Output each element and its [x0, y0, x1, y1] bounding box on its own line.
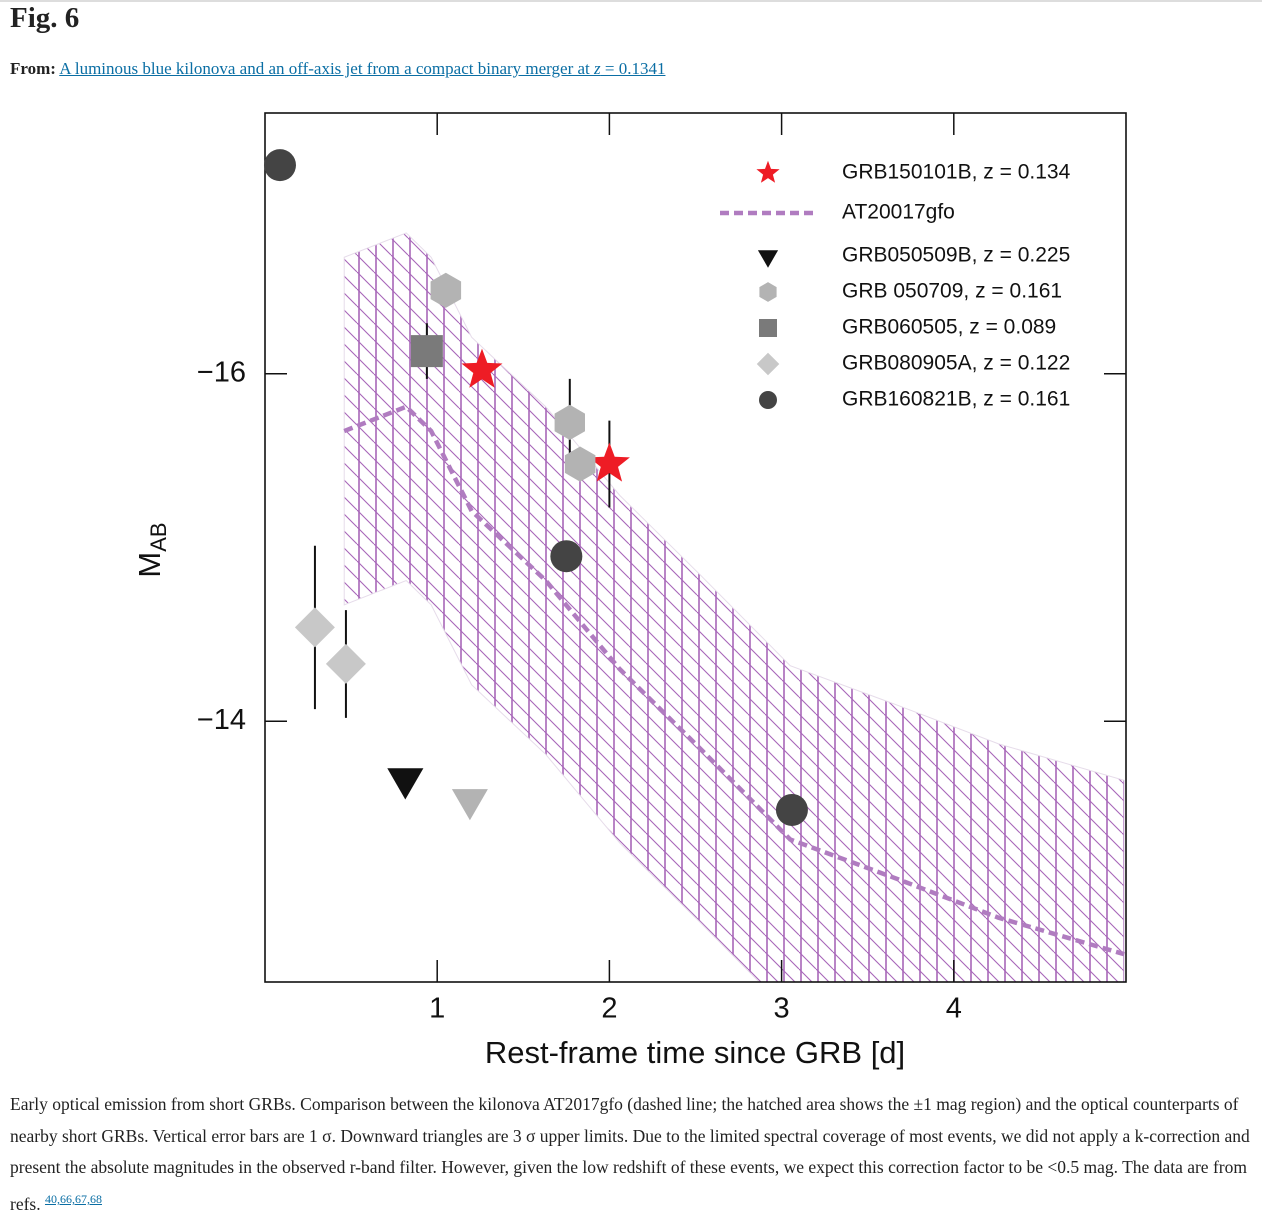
caption-text: Early optical emission from short GRBs. … — [10, 1094, 1250, 1214]
figure-title: Fig. 6 — [10, 2, 80, 34]
caption: Early optical emission from short GRBs. … — [10, 1089, 1258, 1220]
legend-marker — [759, 391, 777, 409]
legend-marker — [757, 250, 779, 268]
reference-links[interactable]: 40,66,67,68 — [44, 1191, 102, 1206]
plot-area — [343, 232, 1125, 982]
y-axis-label: MAB — [132, 522, 171, 577]
legend-label: GRB060505, z = 0.089 — [842, 316, 1056, 339]
divider — [0, 0, 1262, 2]
model-line — [343, 404, 1125, 957]
marker — [387, 768, 424, 800]
marker — [451, 789, 488, 821]
marker — [554, 404, 585, 440]
uncertainty-band — [343, 232, 1125, 982]
x-tick-label: 1 — [429, 993, 445, 1025]
legend-marker — [759, 319, 777, 337]
link-text: z — [594, 59, 601, 78]
legend-marker — [756, 352, 780, 376]
x-tick-label: 3 — [774, 993, 790, 1025]
link-text: A luminous blue kilonova and an off-axis… — [59, 59, 594, 78]
marker — [564, 446, 596, 482]
legend-label: GRB080905A, z = 0.122 — [842, 352, 1070, 375]
marker — [588, 442, 630, 482]
legend-label: GRB160821B, z = 0.161 — [842, 388, 1070, 411]
x-tick-label: 4 — [946, 993, 962, 1025]
chart: Rest-frame time since GRB [d] MAB 1 2 3 4 −1… — [132, 112, 1127, 1070]
marker — [325, 643, 366, 684]
marker — [410, 335, 443, 368]
x-axis-label: Rest-frame time since GRB [d] — [485, 1035, 905, 1070]
y-tick-label: −14 — [197, 704, 246, 736]
article-link[interactable]: A luminous blue kilonova and an off-axis… — [59, 59, 665, 78]
marker — [294, 607, 335, 648]
plot-frame — [264, 112, 1127, 983]
marker — [263, 149, 296, 182]
legend-marker — [756, 160, 780, 183]
legend-label: GRB 050709, z = 0.161 — [842, 280, 1062, 303]
x-tick-label: 2 — [601, 993, 617, 1025]
source-label: From: — [10, 59, 56, 78]
y-axis-label-main: M — [132, 552, 167, 578]
y-tick-label: −16 — [197, 356, 246, 388]
legend-marker — [759, 282, 777, 302]
y-axis-label-sub: AB — [146, 522, 171, 551]
marker — [775, 793, 808, 826]
marker — [550, 540, 583, 573]
legend-label: GRB050509B, z = 0.225 — [842, 244, 1070, 267]
marker — [461, 348, 503, 388]
legend-label: GRB150101B, z = 0.134 — [842, 161, 1071, 184]
legend-label: AT20017gfo — [842, 201, 955, 224]
marker — [430, 272, 462, 308]
link-text: = 0.1341 — [600, 59, 666, 78]
source-line: From: A luminous blue kilonova and an of… — [10, 58, 665, 80]
